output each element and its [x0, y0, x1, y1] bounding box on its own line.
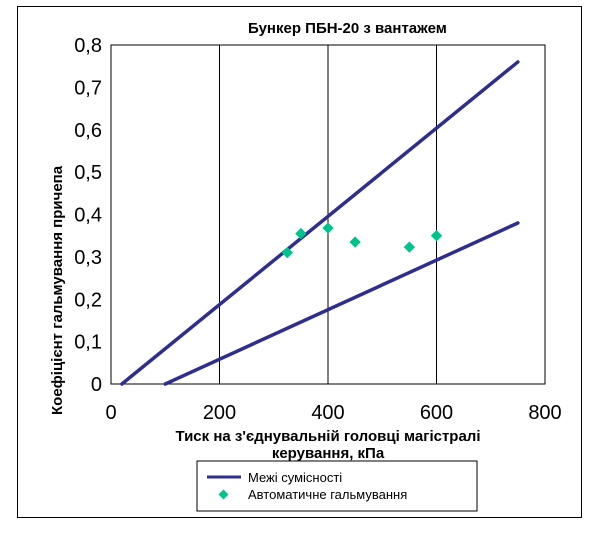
- y-tick-label: 0,2: [74, 289, 102, 311]
- x-tick-label: 600: [420, 402, 453, 424]
- y-tick-label: 0: [91, 374, 102, 396]
- compatibility-limit-line: [120, 60, 520, 386]
- y-tick-label: 0,7: [74, 77, 102, 99]
- y-axis-ticks: 0 0,1 0,2 0,3 0,4 0,5 0,6 0,7 0,8: [74, 35, 102, 396]
- legend-box: [196, 460, 478, 512]
- legend-diamond-marker: [218, 489, 229, 500]
- legend: Межі сумісності Автоматичне гальмування: [196, 460, 478, 512]
- y-tick-label: 0,5: [74, 162, 102, 184]
- x-axis-ticks: 0 200 400 600 800: [105, 402, 561, 424]
- y-tick-label: 0,3: [74, 247, 102, 269]
- plot-area: [110, 44, 546, 385]
- auto-braking-point: [281, 246, 293, 259]
- y-tick-label: 0,4: [74, 205, 102, 227]
- y-axis-label: Коефіцієнт гальмування причепа: [49, 165, 66, 415]
- auto-braking-point: [430, 230, 443, 242]
- auto-braking-point: [349, 236, 361, 248]
- x-tick-label: 0: [105, 402, 116, 424]
- x-axis-label-line2: керування, кПа: [272, 445, 385, 462]
- x-axis-label-line1: Тиск на з'єднувальній головці магістралі: [175, 428, 480, 445]
- y-tick-label: 0,6: [74, 120, 102, 142]
- auto-braking-point: [403, 241, 416, 253]
- x-tick-label: 200: [203, 402, 236, 424]
- y-tick-label: 0,1: [74, 332, 102, 354]
- x-tick-label: 800: [528, 402, 561, 424]
- chart-title: Бункер ПБН-20 з вантажем: [248, 20, 447, 37]
- series-points: [281, 222, 443, 259]
- x-tick-label: 400: [311, 402, 344, 424]
- legend-label-auto-braking: Автоматичне гальмування: [248, 487, 407, 502]
- auto-braking-point: [295, 227, 307, 240]
- series-lines: [120, 60, 520, 386]
- compatibility-limit-line: [163, 221, 520, 386]
- auto-braking-point: [322, 222, 334, 234]
- y-tick-label: 0,8: [74, 35, 102, 57]
- legend-label-compatibility: Межі сумісності: [248, 470, 342, 485]
